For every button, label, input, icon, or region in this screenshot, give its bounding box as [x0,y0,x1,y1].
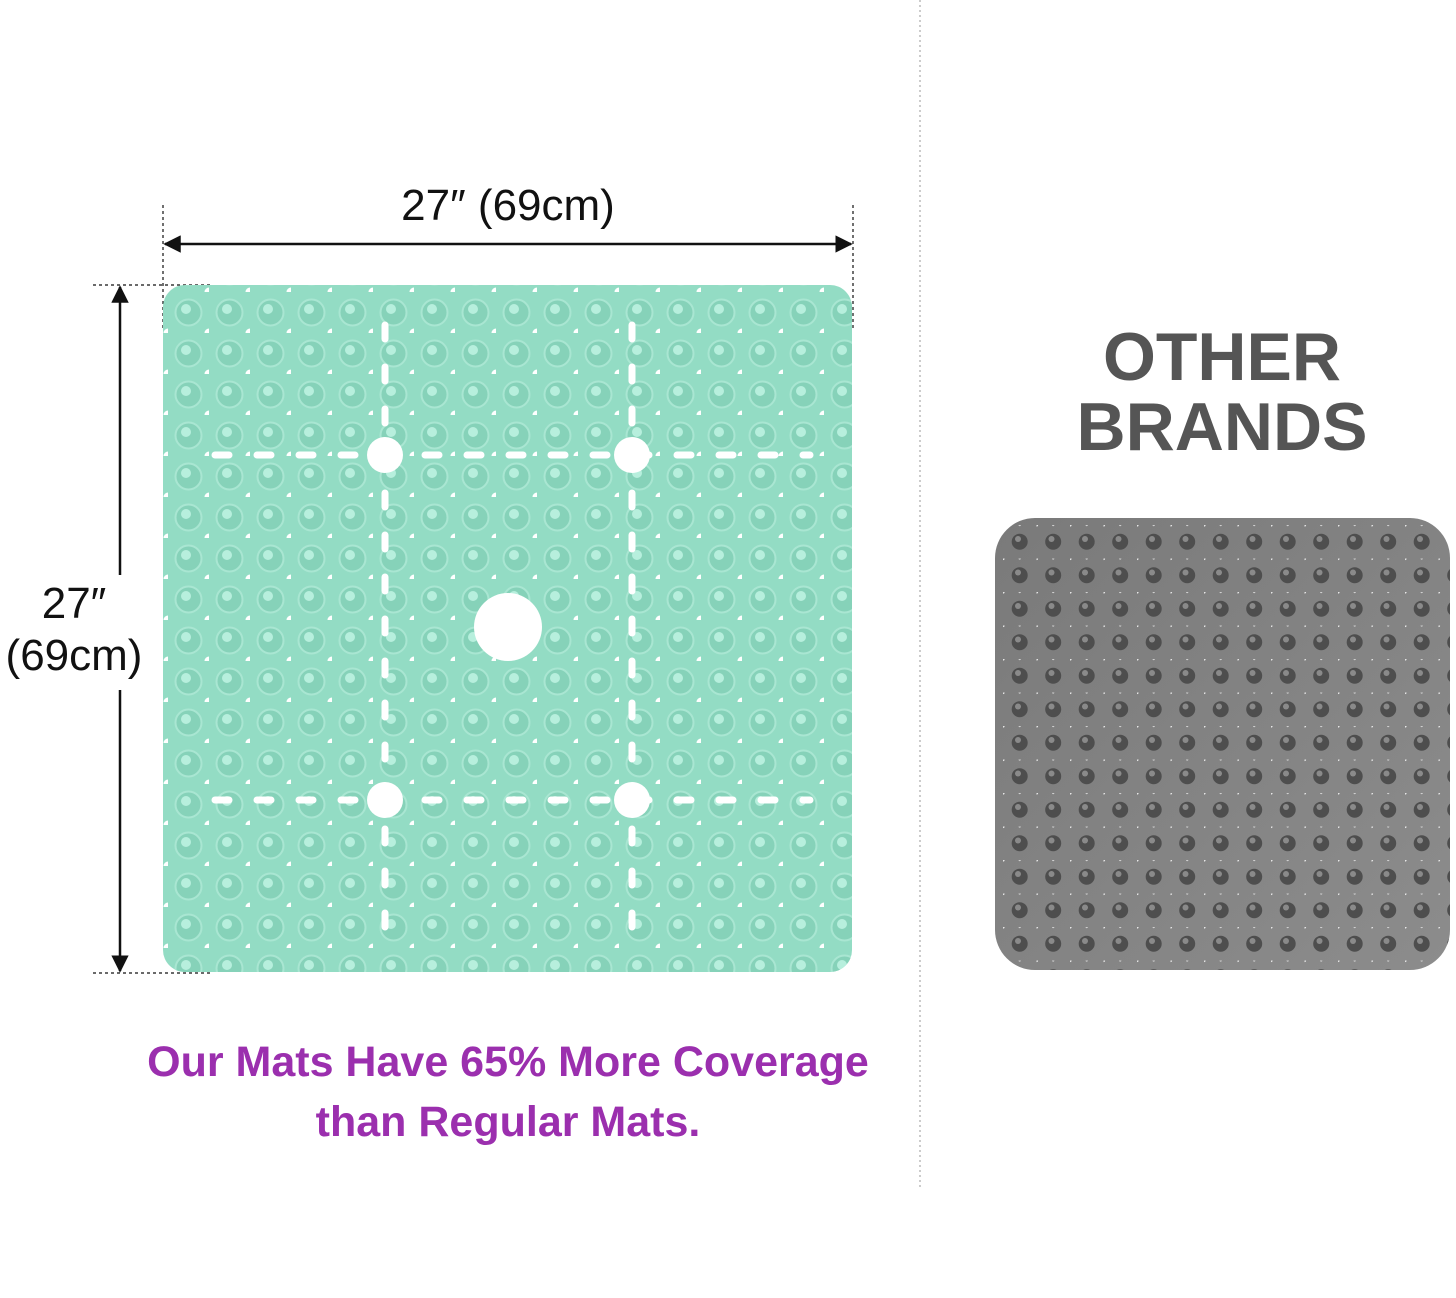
brand-label: BRANDS [1077,389,1368,465]
seams [211,321,814,939]
grey-mat-texture [995,518,1450,970]
height-label: (69cm) [6,631,143,680]
caption: than Regular Mats. [316,1098,701,1146]
brand-label: OTHER [1103,319,1341,395]
caption: Our Mats Have 65% More Coverage [147,1038,869,1086]
width-label: 27″ (69cm) [401,181,615,230]
drain-holes [367,437,650,818]
height-label: 27″ [42,579,107,628]
